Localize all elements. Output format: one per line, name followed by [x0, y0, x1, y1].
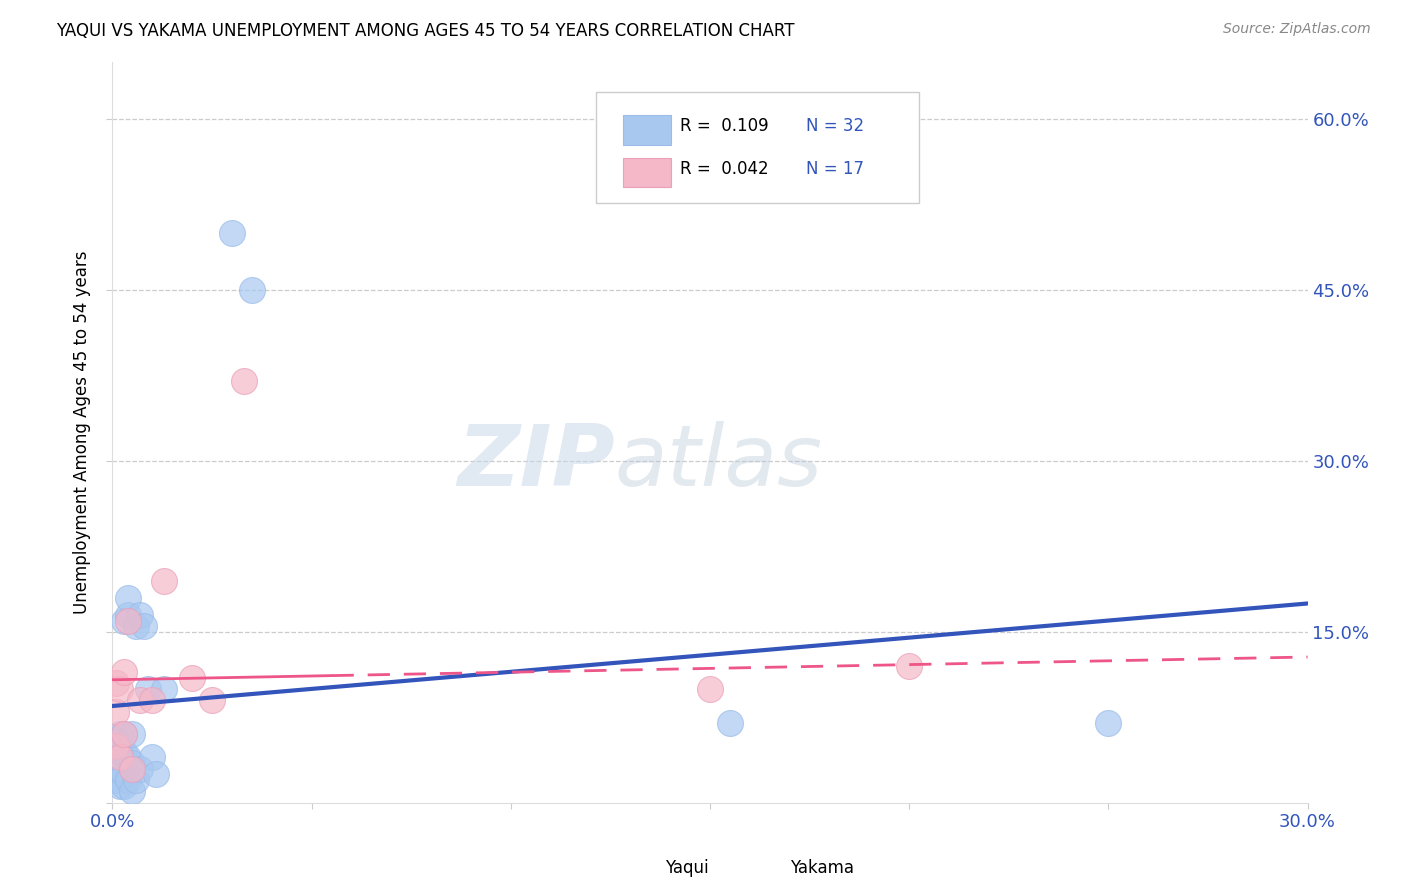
Point — [114, 779, 135, 793]
Point — [181, 671, 204, 685]
Text: Yaqui: Yaqui — [665, 859, 709, 877]
Point — [117, 750, 139, 764]
Text: atlas: atlas — [614, 421, 823, 504]
Text: Yakama: Yakama — [790, 859, 853, 877]
Point — [105, 772, 128, 787]
Point — [105, 756, 128, 770]
Text: R =  0.109: R = 0.109 — [681, 118, 769, 136]
Text: Source: ZipAtlas.com: Source: ZipAtlas.com — [1223, 22, 1371, 37]
Point — [114, 727, 135, 741]
Point — [110, 681, 132, 696]
Point — [114, 767, 135, 781]
Point — [110, 727, 132, 741]
Point — [114, 727, 135, 741]
Point — [129, 693, 152, 707]
Point — [221, 227, 243, 241]
Point — [121, 727, 143, 741]
Point — [153, 681, 176, 696]
Point — [117, 591, 139, 605]
Point — [110, 762, 132, 776]
Point — [129, 762, 152, 776]
Text: YAQUI VS YAKAMA UNEMPLOYMENT AMONG AGES 45 TO 54 YEARS CORRELATION CHART: YAQUI VS YAKAMA UNEMPLOYMENT AMONG AGES … — [56, 22, 794, 40]
FancyBboxPatch shape — [596, 92, 920, 203]
Text: N = 17: N = 17 — [806, 160, 863, 178]
Point — [718, 716, 741, 731]
Point — [121, 784, 143, 798]
Point — [110, 745, 132, 759]
Point — [1097, 716, 1119, 731]
Point — [105, 676, 128, 690]
Point — [110, 779, 132, 793]
Point — [141, 750, 163, 764]
Point — [141, 693, 163, 707]
Point — [699, 681, 721, 696]
Point — [125, 619, 148, 633]
Point — [145, 767, 167, 781]
FancyBboxPatch shape — [752, 858, 782, 880]
Point — [105, 733, 128, 747]
Y-axis label: Unemployment Among Ages 45 to 54 years: Unemployment Among Ages 45 to 54 years — [73, 251, 91, 615]
Point — [117, 772, 139, 787]
Point — [105, 739, 128, 753]
Point — [898, 659, 921, 673]
Point — [240, 283, 263, 297]
Point — [110, 750, 132, 764]
Point — [153, 574, 176, 588]
Point — [233, 375, 256, 389]
Point — [201, 693, 224, 707]
Point — [105, 705, 128, 719]
Text: N = 32: N = 32 — [806, 118, 863, 136]
Point — [121, 762, 143, 776]
Point — [114, 614, 135, 628]
Point — [129, 607, 152, 622]
Text: R =  0.042: R = 0.042 — [681, 160, 769, 178]
Text: ZIP: ZIP — [457, 421, 614, 504]
Point — [117, 614, 139, 628]
FancyBboxPatch shape — [623, 158, 671, 187]
Point — [138, 681, 160, 696]
Point — [125, 772, 148, 787]
Point — [114, 745, 135, 759]
Point — [117, 607, 139, 622]
FancyBboxPatch shape — [623, 115, 671, 145]
Point — [134, 619, 156, 633]
Point — [121, 756, 143, 770]
Point — [114, 665, 135, 679]
FancyBboxPatch shape — [627, 858, 657, 880]
